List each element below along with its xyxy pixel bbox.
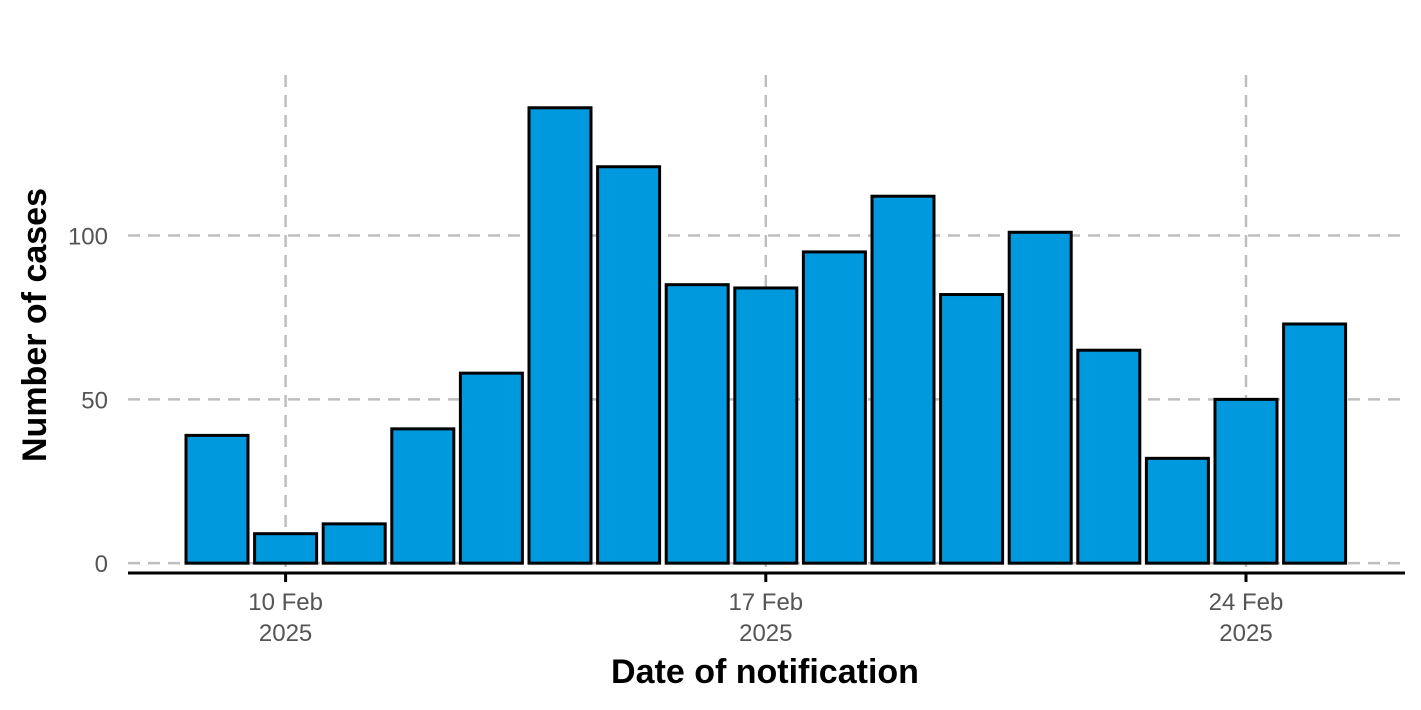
x-tick-labels: 10 Feb 2025 17 Feb 2025 24 Feb 2025 <box>248 573 1283 647</box>
x-tick-label: 10 Feb <box>248 589 323 616</box>
bars <box>184 106 1348 565</box>
bar <box>527 106 593 565</box>
bar <box>1213 397 1279 565</box>
bar <box>939 293 1005 565</box>
bar <box>321 522 387 565</box>
bar <box>801 250 867 565</box>
y-tick-labels: 0 50 100 <box>68 224 108 579</box>
bar <box>1144 456 1210 565</box>
x-tick-label: 2025 <box>739 620 792 647</box>
y-tick-label: 100 <box>68 224 108 251</box>
bar <box>458 371 524 565</box>
bar <box>664 283 730 565</box>
bar <box>184 433 250 565</box>
bar <box>1282 322 1348 565</box>
y-tick-label: 0 <box>95 551 108 578</box>
bar <box>870 194 936 565</box>
bar <box>1076 348 1142 565</box>
x-tick-label: 17 Feb <box>728 589 803 616</box>
x-tick-label: 24 Feb <box>1209 589 1284 616</box>
bar <box>253 532 319 565</box>
x-tick-label: 2025 <box>1219 620 1272 647</box>
bar <box>596 165 662 565</box>
x-axis-title: Date of notification <box>611 653 919 691</box>
y-tick-label: 50 <box>81 387 108 414</box>
bar <box>390 427 456 565</box>
bar <box>1007 230 1073 565</box>
bar <box>733 286 799 565</box>
x-tick-label: 2025 <box>259 620 312 647</box>
y-axis-title: Number of cases <box>16 188 54 462</box>
